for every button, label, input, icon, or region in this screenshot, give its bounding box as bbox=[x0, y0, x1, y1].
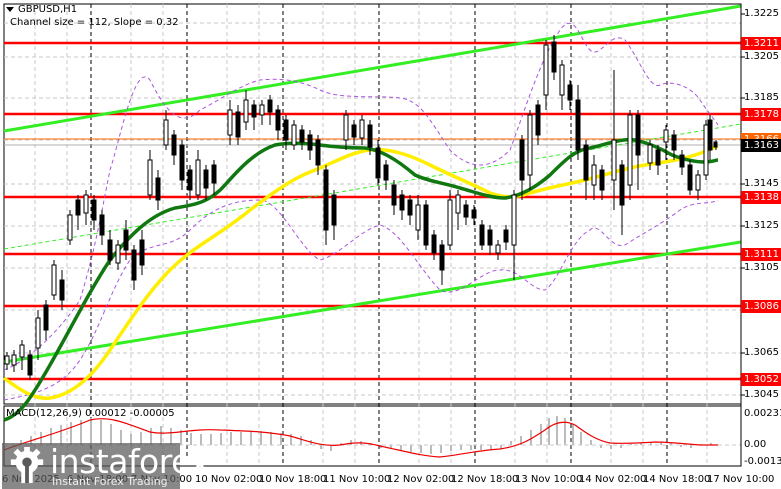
level-tag: 1.3111 bbox=[741, 248, 781, 261]
gear-logo-icon bbox=[10, 447, 44, 484]
time-tick: 17 Nov 10:00 bbox=[707, 474, 775, 485]
macd-tick: -0.00135 bbox=[744, 456, 781, 467]
chart-title-block: GBPUSD,H1 Channel size = 112, Slope = 0.… bbox=[6, 3, 179, 29]
envelope-bands bbox=[3, 22, 719, 401]
main-pane bbox=[3, 3, 742, 405]
candlesticks bbox=[4, 35, 718, 380]
macd-tick: 0.00 bbox=[744, 439, 767, 450]
level-tag: 1.3138 bbox=[741, 191, 781, 204]
macd-label: MACD(12,26,9) 0.00012 -0.00005 bbox=[6, 408, 175, 419]
price-tick: 1.3105 bbox=[744, 262, 779, 273]
collapse-triangle-icon[interactable] bbox=[6, 7, 14, 12]
price-axis-ticks bbox=[741, 13, 745, 396]
level-tag: 1.3086 bbox=[741, 300, 781, 313]
time-tick: 11 Nov 10:00 bbox=[323, 474, 391, 485]
price-tick: 1.3205 bbox=[744, 51, 779, 62]
price-tick: 1.3225 bbox=[744, 8, 779, 19]
day-separators bbox=[90, 4, 668, 466]
time-tick: 10 Nov 02:00 bbox=[195, 474, 263, 485]
instaforex-watermark: instaforex Instant Forex Trading bbox=[2, 443, 210, 489]
price-tick: 1.3145 bbox=[744, 178, 779, 189]
brand-tagline: Instant Forex Trading bbox=[52, 475, 168, 488]
price-tick: 1.3045 bbox=[744, 389, 779, 400]
macd-signal-line bbox=[3, 418, 718, 458]
symbol-label: GBPUSD,H1 bbox=[18, 4, 78, 15]
price-tick: 1.3185 bbox=[744, 92, 779, 103]
grid bbox=[4, 4, 741, 466]
macd-histogram bbox=[20, 416, 712, 454]
channel-info: Channel size = 112, Slope = 0.32 bbox=[10, 17, 179, 28]
price-tick: 1.3125 bbox=[744, 220, 779, 231]
time-tick: 10 Nov 18:00 bbox=[259, 474, 327, 485]
level-tag: 1.3211 bbox=[741, 37, 781, 50]
macd-tick: 0.00231 bbox=[744, 408, 781, 419]
time-tick: 12 Nov 18:00 bbox=[451, 474, 519, 485]
level-tag: 1.3052 bbox=[741, 373, 781, 386]
level-tag: 1.3178 bbox=[741, 108, 781, 121]
time-tick: 13 Nov 10:00 bbox=[515, 474, 583, 485]
time-tick: 12 Nov 02:00 bbox=[387, 474, 455, 485]
regression-channel bbox=[3, 4, 742, 364]
price-tick: 1.3065 bbox=[744, 347, 779, 358]
level-lines bbox=[4, 41, 741, 381]
brand-name: instaforex bbox=[50, 442, 210, 481]
time-tick: 14 Nov 18:00 bbox=[643, 474, 711, 485]
current-price-tag: 1.3163 bbox=[741, 139, 781, 152]
time-tick: 14 Nov 02:00 bbox=[579, 474, 647, 485]
